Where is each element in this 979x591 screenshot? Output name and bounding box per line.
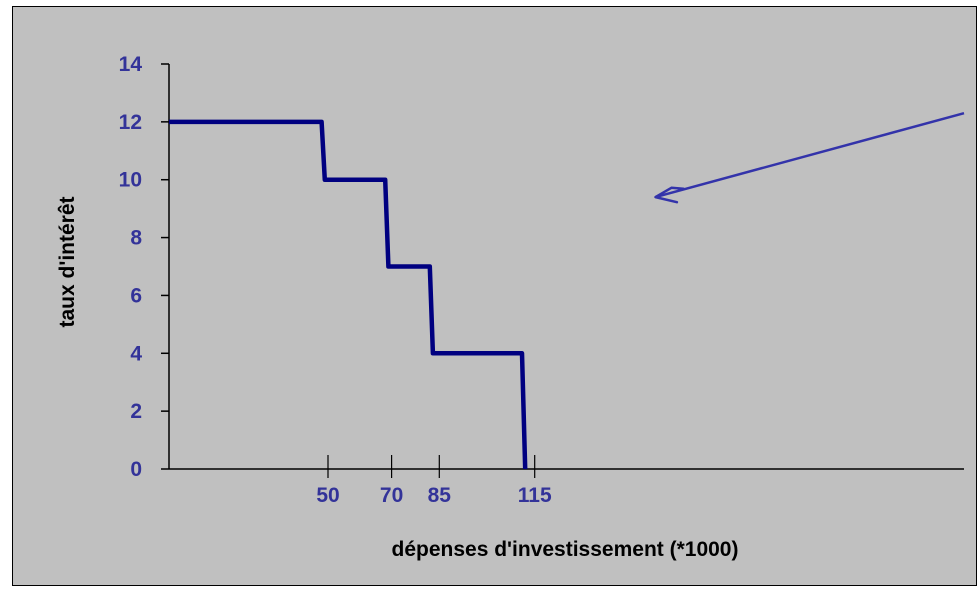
y-tick-label: 8 — [130, 227, 142, 250]
chart-axes — [161, 63, 964, 478]
y-tick-label: 4 — [130, 342, 142, 365]
y-tick-label: 0 — [130, 458, 142, 481]
y-tick-label: 10 — [119, 169, 142, 192]
y-tick-label: 14 — [119, 53, 143, 76]
x-tick-labels: 50 70 85 115 — [316, 484, 552, 507]
y-tick-label: 12 — [119, 111, 142, 134]
annotation-group — [654, 111, 965, 204]
x-tick-label: 85 — [428, 484, 452, 507]
y-tick-labels: 0 2 4 6 8 10 12 14 — [119, 53, 143, 481]
y-tick-label: 6 — [130, 284, 142, 307]
y-axis-title: taux d'intérêt — [56, 196, 79, 327]
x-tick-label: 50 — [316, 484, 339, 507]
series-line — [169, 119, 528, 470]
y-tick-label: 2 — [130, 400, 142, 423]
x-tick-label: 70 — [380, 484, 403, 507]
chart-frame — [12, 6, 977, 586]
series-group — [169, 119, 528, 470]
annotation-arrow-shaft — [655, 111, 965, 199]
annotation-arrow-head — [654, 186, 685, 204]
x-tick-label: 115 — [518, 484, 552, 507]
x-axis-title: dépenses d'investissement (*1000) — [392, 538, 739, 561]
